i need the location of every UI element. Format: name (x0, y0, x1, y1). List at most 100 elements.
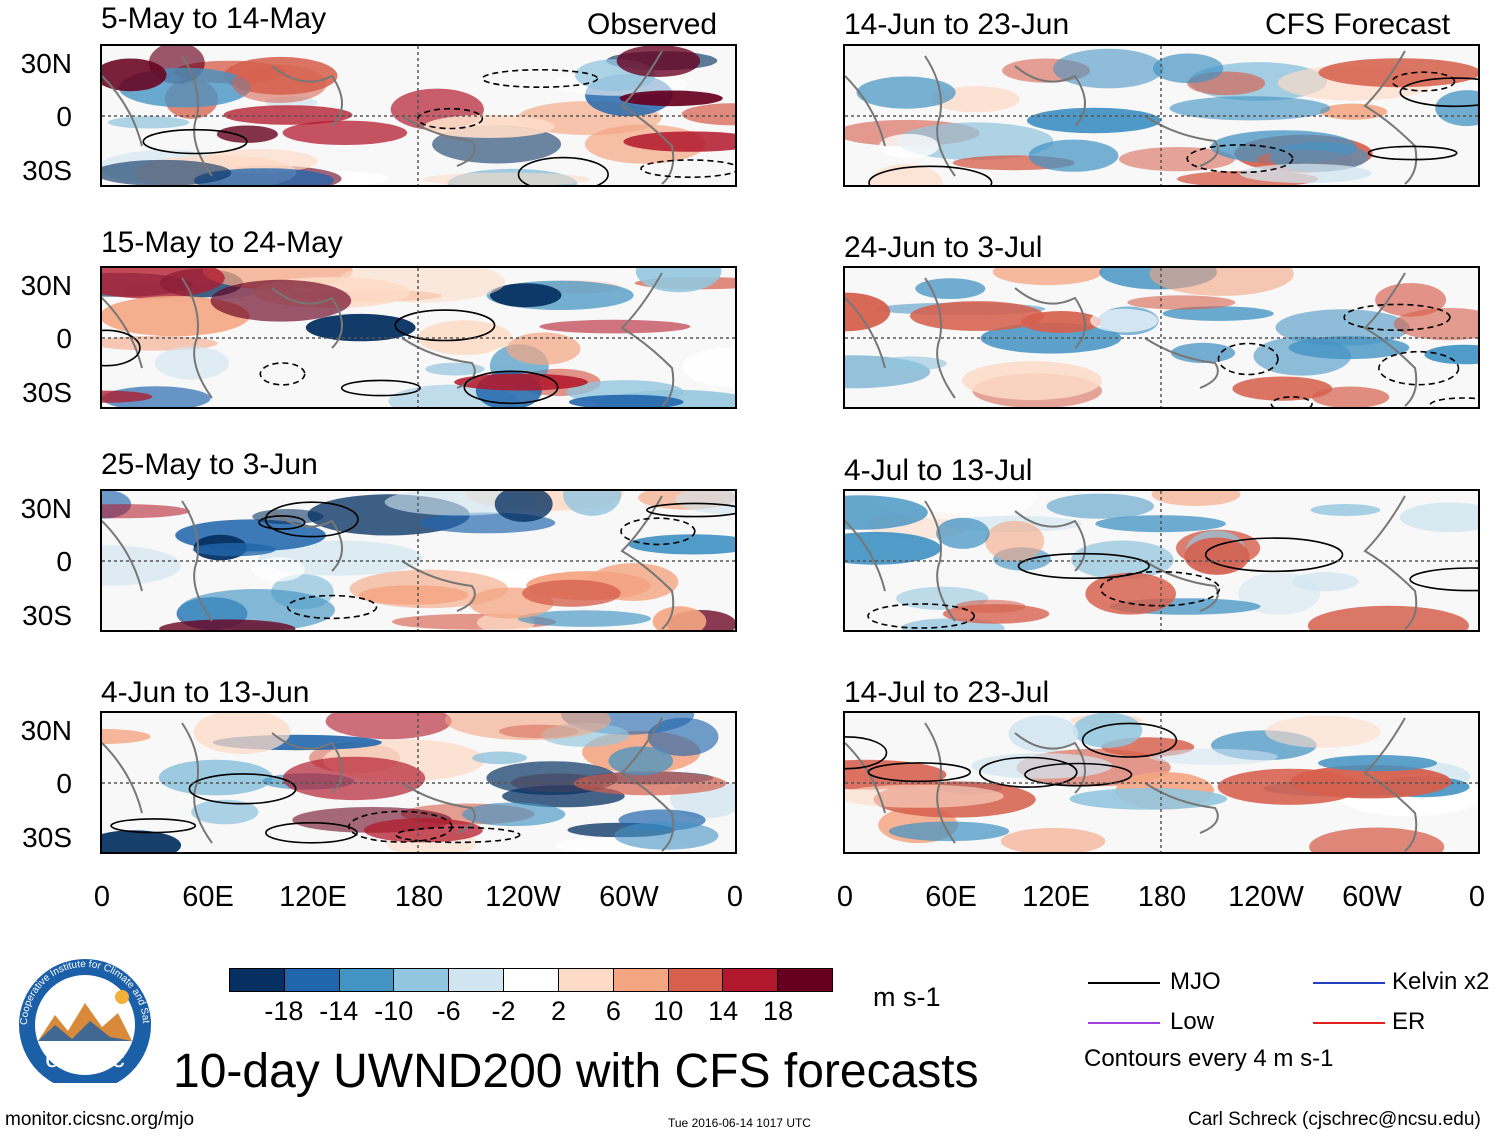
colorbar-tick-label: 2 (550, 996, 566, 1026)
figure-title: 10-day UWND200 with CFS forecasts (173, 1045, 979, 1098)
anomaly-blob (1071, 540, 1174, 580)
anomaly-blob (231, 64, 327, 103)
anomaly-blob (192, 543, 276, 557)
anomaly-blob (915, 278, 986, 299)
lat-label: 30S (22, 155, 72, 186)
legend-mjo-label: MJO (1170, 968, 1221, 995)
panel-title-2: 15-May to 24-May (101, 226, 343, 259)
anomaly-blob (337, 268, 506, 303)
anomaly-blob (875, 356, 947, 371)
lat-label: 30N (20, 493, 72, 524)
panel-title-3: 25-May to 3-Jun (101, 448, 318, 481)
anomaly-blob (454, 373, 588, 391)
coastline (102, 495, 675, 630)
anomaly-blob (1435, 90, 1478, 127)
anomaly-blob (1000, 827, 1106, 852)
anomaly-blob (472, 751, 527, 765)
anomaly-blob (1393, 308, 1478, 341)
anomaly-blob (878, 133, 939, 159)
contour-line (1270, 396, 1313, 407)
colorbar-swatch (612, 969, 668, 991)
anomaly-blob (1318, 58, 1478, 88)
contour-line (1391, 71, 1456, 92)
anomaly-blob (425, 362, 485, 376)
anomaly-blob (102, 504, 190, 519)
footer-timestamp: Tue 2016-06-14 1017 UTC (668, 1116, 811, 1130)
contour-line (188, 773, 297, 805)
anomaly-blob (1310, 504, 1381, 516)
colorbar-swatch (503, 969, 558, 991)
lon-label: 120W (1228, 881, 1304, 913)
anomaly-blob (1119, 147, 1235, 172)
anomaly-blob (985, 520, 1045, 562)
anomaly-blob (1238, 572, 1321, 615)
anomaly-blob (1253, 336, 1352, 376)
anomaly-blob (568, 394, 684, 407)
anomaly-blob (282, 120, 408, 145)
anomaly-blob (1152, 53, 1224, 84)
lat-label: 30S (22, 377, 72, 408)
anomaly-blob (845, 784, 1004, 808)
colorbar-tick-label: -18 (264, 996, 304, 1026)
contour-line (979, 756, 1078, 788)
anomaly-blob (628, 534, 735, 555)
colorbar-swatch (777, 969, 832, 991)
anomaly-blob (623, 131, 735, 152)
panel-title-6: 24-Jun to 3-Jul (844, 231, 1043, 264)
contour-line (1081, 722, 1178, 758)
anomaly-blob (490, 283, 562, 308)
anomaly-blob (102, 830, 182, 852)
contour-line (102, 329, 141, 367)
anomaly-blob (210, 279, 352, 322)
contour-line (1017, 552, 1150, 580)
colorbar-swatch (448, 969, 504, 991)
legend-low-line (1088, 1022, 1160, 1024)
forecast-header: CFS Forecast (1265, 8, 1451, 41)
map-panel (843, 489, 1480, 632)
anomaly-blob (102, 729, 151, 744)
anomaly-blob (358, 585, 469, 605)
anomaly-blob (563, 491, 622, 516)
anomaly-blob (1090, 308, 1158, 333)
lon-label: 0 (93, 881, 111, 913)
anomaly-blob (102, 545, 181, 586)
contour-line (1204, 537, 1344, 573)
coastline (102, 50, 675, 185)
contour-line (259, 362, 306, 386)
anomaly-blob (107, 116, 190, 129)
anomaly-blob (962, 361, 1102, 400)
colorbar (229, 968, 833, 992)
anomaly-blob (251, 557, 305, 582)
legend-kelvin-label: Kelvin x2 (1392, 968, 1490, 995)
anomaly-blob (191, 799, 259, 825)
anomaly-blob (608, 746, 674, 776)
colorbar-tick-label: 14 (708, 996, 739, 1026)
lat-label: 30N (20, 48, 72, 79)
lat-label: 0 (56, 768, 72, 799)
contour-line (1429, 397, 1478, 407)
contour-line (481, 68, 599, 88)
anomaly-blob (845, 292, 891, 332)
contour-line (1186, 144, 1294, 174)
anomaly-blob (363, 818, 483, 843)
anomaly-blob (1184, 537, 1250, 575)
anomaly-blob (614, 821, 719, 850)
anomaly-blob (845, 495, 928, 530)
anomaly-blob (1275, 309, 1410, 346)
cics-logo: Cooperative Institute for Climate and Sa… (10, 955, 151, 1083)
footer-url[interactable]: monitor.cicsnc.org/mjo (5, 1109, 195, 1130)
colorbar-tick-label: 10 (653, 996, 684, 1026)
anomaly-blob (444, 713, 612, 740)
anomaly-blob (1162, 306, 1274, 321)
anomaly-blob (1318, 755, 1438, 772)
anomaly-blob (102, 390, 153, 403)
colorbar-tick-label: 6 (605, 996, 621, 1026)
anomaly-blob (1399, 502, 1478, 533)
lon-label: 60E (182, 881, 234, 913)
lat-label: 0 (56, 546, 72, 577)
anomaly-blob (223, 105, 353, 125)
anomaly-blob (616, 46, 701, 77)
anomaly-blob (1217, 768, 1362, 805)
colorbar-swatch (557, 969, 613, 991)
panel-title-4: 4-Jun to 13-Jun (101, 676, 310, 709)
